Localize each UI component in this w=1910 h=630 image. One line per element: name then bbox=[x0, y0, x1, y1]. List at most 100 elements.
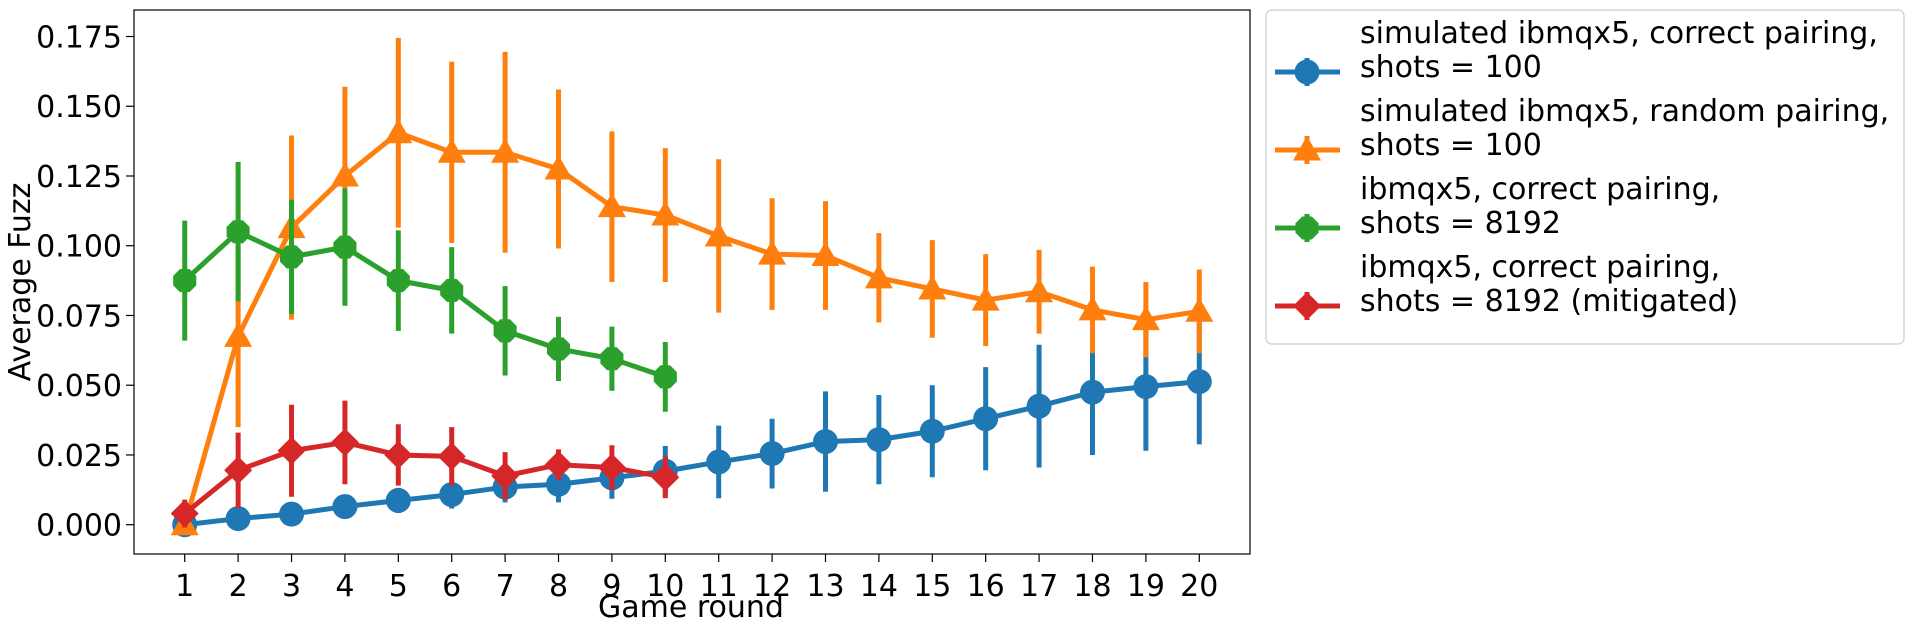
data-point bbox=[1025, 277, 1054, 303]
data-point bbox=[1131, 305, 1160, 331]
data-point bbox=[1079, 379, 1105, 405]
data-point bbox=[866, 427, 892, 453]
data-point bbox=[973, 406, 999, 432]
x-tick-label: 3 bbox=[282, 569, 301, 604]
x-tick-label: 8 bbox=[549, 569, 568, 604]
x-tick-label: 10 bbox=[646, 569, 684, 604]
series-line bbox=[183, 439, 666, 516]
data-point bbox=[224, 322, 253, 347]
data-point bbox=[811, 241, 840, 266]
data-point bbox=[971, 286, 1000, 311]
axis-layer: 1 2 3 4 5 6 7 8 9 10 11 12 13 14 15 16 17 18 19 200.0000.02… bbox=[36, 21, 1218, 604]
legend-entry-0: simulated ibmqx5, correct pairing,shots … bbox=[1275, 16, 1878, 86]
data-point bbox=[170, 499, 199, 528]
data-point bbox=[706, 449, 732, 475]
x-tick-label: 17 bbox=[1020, 569, 1058, 604]
legend-box bbox=[1265, 9, 1905, 345]
x-tick-label: 16 bbox=[967, 569, 1005, 604]
legend-label: simulated ibmqx5, correct pairing, bbox=[1360, 16, 1878, 51]
data-point bbox=[546, 337, 571, 361]
data-point bbox=[597, 192, 626, 218]
legend-label: shots = 100 bbox=[1360, 128, 1542, 163]
x-tick-label: 12 bbox=[753, 569, 791, 604]
x-axis: 1 2 3 4 5 6 7 8 9 10 11 12 13 14 15 16 17 18 19 20 bbox=[175, 554, 1218, 604]
legend-entry-1: simulated ibmqx5, random pairing,shots =… bbox=[1275, 94, 1889, 164]
data-point bbox=[226, 220, 250, 244]
data-point bbox=[439, 482, 465, 508]
data-point bbox=[384, 118, 413, 144]
data-point bbox=[600, 347, 624, 371]
x-tick-label: 5 bbox=[389, 569, 408, 604]
legend: simulated ibmqx5, correct pairing,shots … bbox=[1265, 9, 1905, 345]
y-axis: 0.000 0.025 0.050 0.075 0.100 0.125 0.150 0.175 bbox=[36, 21, 134, 544]
data-point bbox=[493, 319, 517, 343]
data-point bbox=[384, 440, 413, 469]
data-point bbox=[173, 269, 197, 293]
legend-entries: simulated ibmqx5, correct pairing,shots … bbox=[1275, 16, 1889, 320]
legend-marker bbox=[1293, 136, 1321, 161]
legend-label: simulated ibmqx5, random pairing, bbox=[1360, 94, 1889, 129]
x-tick-label: 9 bbox=[602, 569, 621, 604]
data-point bbox=[812, 429, 838, 455]
x-tick-label: 1 bbox=[175, 569, 194, 604]
x-axis-label: Game round bbox=[598, 590, 784, 625]
data-point bbox=[1186, 369, 1212, 395]
data-point bbox=[704, 221, 733, 247]
data-point bbox=[277, 436, 306, 465]
y-tick-label: 0.050 bbox=[36, 369, 122, 404]
data-point bbox=[1026, 393, 1052, 419]
y-tick-label: 0.000 bbox=[36, 509, 122, 544]
data-point bbox=[919, 418, 945, 444]
x-tick-label: 18 bbox=[1073, 569, 1111, 604]
data-point bbox=[759, 441, 785, 467]
x-tick-label: 11 bbox=[700, 569, 738, 604]
x-tick-label: 15 bbox=[913, 569, 951, 604]
data-point bbox=[546, 471, 572, 497]
y-tick-label: 0.125 bbox=[36, 160, 122, 195]
y-tick-label: 0.075 bbox=[36, 299, 122, 334]
data-point bbox=[544, 450, 573, 479]
x-tick-label: 6 bbox=[442, 569, 461, 604]
plot-frame bbox=[133, 9, 1251, 555]
legend-marker bbox=[1295, 216, 1319, 240]
data-point bbox=[386, 269, 410, 293]
y-tick-label: 0.100 bbox=[36, 230, 122, 265]
data-point bbox=[491, 138, 520, 163]
x-tick-label: 14 bbox=[860, 569, 898, 604]
data-point bbox=[333, 235, 357, 259]
series-1 bbox=[170, 37, 1214, 536]
x-tick-label: 19 bbox=[1127, 569, 1165, 604]
y-tick-label: 0.175 bbox=[36, 21, 122, 56]
series-0 bbox=[172, 318, 1212, 538]
y-axis-label: Average Fuzz bbox=[3, 183, 38, 382]
legend-entry-3: ibmqx5, correct pairing,shots = 8192 (mi… bbox=[1275, 250, 1738, 320]
data-point bbox=[225, 506, 251, 532]
legend-label: ibmqx5, correct pairing, bbox=[1360, 250, 1720, 285]
series-3 bbox=[170, 400, 680, 528]
data-point bbox=[1078, 295, 1107, 321]
data-point bbox=[918, 274, 947, 300]
legend-label: shots = 100 bbox=[1360, 50, 1542, 85]
data-point bbox=[1185, 297, 1214, 322]
data-point bbox=[332, 494, 358, 520]
data-point bbox=[651, 463, 680, 492]
legend-label: shots = 8192 (mitigated) bbox=[1360, 284, 1738, 319]
data-point bbox=[864, 263, 893, 289]
data-point bbox=[1133, 374, 1159, 400]
legend-entry-2: ibmqx5, correct pairing,shots = 8192 bbox=[1275, 172, 1720, 242]
plot-layer bbox=[170, 37, 1214, 538]
data-point bbox=[385, 487, 411, 513]
series-line bbox=[182, 130, 1200, 526]
data-point bbox=[279, 501, 305, 527]
x-tick-label: 20 bbox=[1180, 569, 1218, 604]
data-point bbox=[330, 428, 359, 457]
data-point bbox=[597, 453, 626, 482]
y-tick-label: 0.025 bbox=[36, 439, 122, 474]
data-point bbox=[651, 201, 680, 226]
data-point bbox=[330, 161, 359, 187]
series-line bbox=[183, 229, 667, 380]
data-point bbox=[437, 442, 466, 471]
x-tick-label: 2 bbox=[229, 569, 248, 604]
